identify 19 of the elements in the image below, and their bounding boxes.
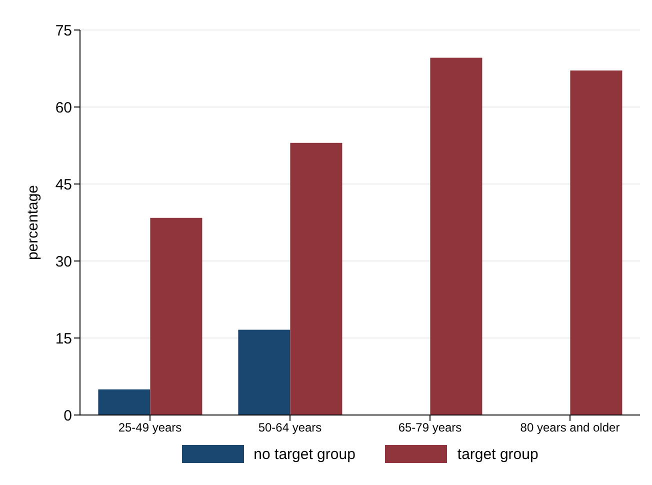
bar xyxy=(238,330,290,415)
x-tick-label: 25-49 years xyxy=(118,420,182,435)
legend-label: no target group xyxy=(254,446,356,462)
bar xyxy=(430,58,482,415)
x-tick-label: 65-79 years xyxy=(398,420,462,435)
y-tick-label: 15 xyxy=(55,330,72,348)
x-tick-label: 50-64 years xyxy=(258,420,322,435)
bar xyxy=(570,70,622,415)
y-tick-label: 60 xyxy=(55,99,72,116)
y-tick-label: 45 xyxy=(55,176,72,194)
bar xyxy=(98,389,150,415)
x-tick-label: 80 years and older xyxy=(520,420,620,435)
bar xyxy=(290,142,342,415)
y-tick-label: 75 xyxy=(55,22,72,40)
y-tick-label: 30 xyxy=(55,253,72,270)
y-tick-label: 0 xyxy=(64,407,72,424)
bar xyxy=(150,218,202,415)
legend-label: target group xyxy=(457,446,538,462)
y-axis-title: percentage xyxy=(24,184,42,260)
